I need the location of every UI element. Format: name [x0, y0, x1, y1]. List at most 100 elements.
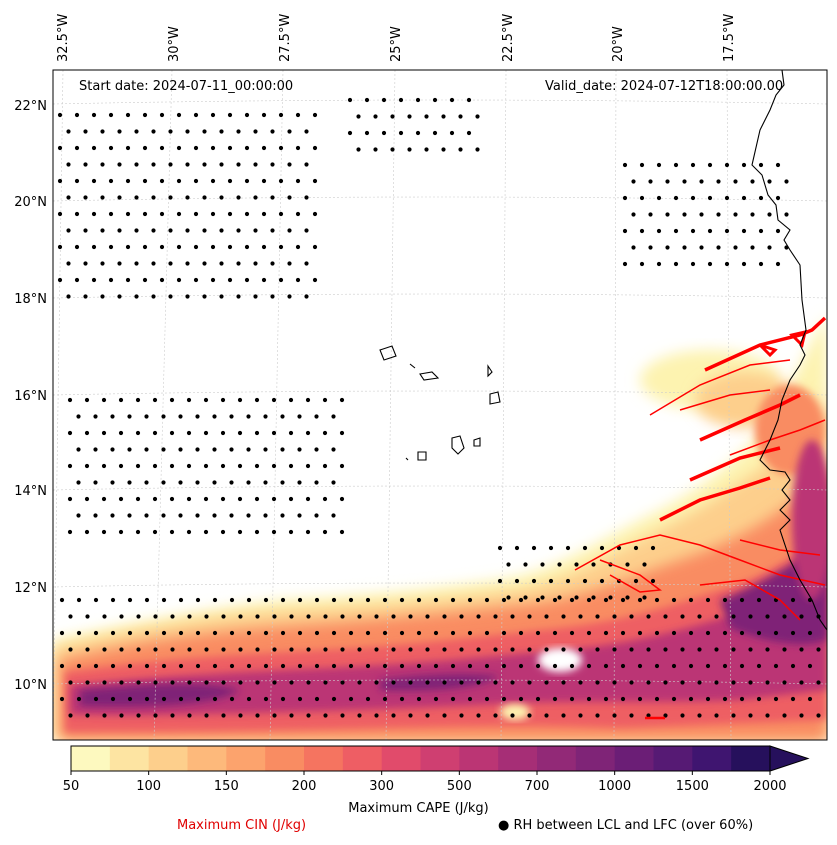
rh-dot	[244, 244, 250, 250]
rh-dot	[83, 195, 88, 200]
rh-dot	[110, 696, 116, 702]
rh-dot	[254, 529, 260, 535]
rh-dot	[807, 630, 813, 636]
rh-dot	[527, 614, 532, 619]
rh-dot	[705, 696, 711, 702]
rh-dot	[432, 97, 438, 103]
rh-dot	[210, 178, 216, 184]
rh-dot	[288, 430, 294, 436]
rh-dot	[263, 414, 268, 419]
rh-dot	[66, 228, 71, 233]
rh-dot	[690, 162, 696, 168]
rh-dot	[665, 245, 670, 250]
rh-dot	[680, 713, 685, 718]
rh-dot	[790, 630, 796, 636]
rh-dot	[467, 630, 473, 636]
cin-legend-label: Maximum CIN (J/kg)	[177, 818, 307, 833]
rh-dot	[758, 261, 764, 267]
rh-dot	[739, 696, 745, 702]
rh-dot	[185, 129, 190, 134]
rh-dot	[144, 597, 150, 603]
rh-dot	[84, 529, 90, 535]
rh-dot	[493, 713, 498, 718]
rh-dot	[450, 696, 456, 702]
rh-dot	[253, 162, 258, 167]
rh-dot	[374, 713, 379, 718]
rh-dot	[227, 277, 233, 283]
rh-dot	[67, 496, 73, 502]
rh-dot	[748, 647, 753, 652]
rh-dot	[83, 261, 88, 266]
rh-dot	[246, 663, 252, 669]
rh-dot	[458, 147, 463, 152]
colorbar-tick-label: 50	[63, 779, 80, 794]
rh-dot	[620, 597, 626, 603]
rh-dot	[101, 496, 107, 502]
rh-dot	[193, 112, 199, 118]
rh-dot	[518, 630, 524, 636]
rh-dot	[253, 228, 258, 233]
rh-dot	[117, 261, 122, 266]
rh-dot	[374, 614, 379, 619]
rh-dot	[101, 463, 107, 469]
rh-dot	[348, 696, 354, 702]
rh-dot	[312, 277, 318, 283]
rh-dot	[280, 597, 286, 603]
rh-dot	[134, 261, 139, 266]
rh-dot	[263, 597, 269, 603]
rh-dot	[119, 647, 124, 652]
rh-dot	[304, 294, 309, 299]
rh-dot	[501, 630, 507, 636]
rh-dot	[799, 647, 804, 652]
rh-dot	[569, 597, 575, 603]
rh-dot	[295, 277, 301, 283]
rh-dot	[253, 294, 258, 299]
rh-dot	[523, 595, 528, 600]
rh-dot	[84, 397, 90, 403]
rh-dot	[152, 430, 158, 436]
rh-dot	[648, 245, 653, 250]
rh-dot	[552, 630, 558, 636]
rh-dot	[176, 277, 182, 283]
rh-dot	[93, 630, 99, 636]
colorbar-tick-label: 500	[447, 779, 472, 794]
rh-dot	[261, 211, 267, 217]
rh-dot	[272, 614, 277, 619]
rh-dot	[255, 713, 260, 718]
rh-dot	[219, 129, 224, 134]
rh-dot	[714, 713, 719, 718]
rh-dot	[74, 112, 80, 118]
rh-dot	[272, 647, 277, 652]
rh-dot	[642, 595, 647, 600]
colorbar-tick-label: 300	[369, 779, 394, 794]
rh-dot	[459, 713, 464, 718]
rh-dot	[125, 112, 131, 118]
lat-label: 14°N	[14, 484, 47, 499]
rh-dot	[261, 178, 267, 184]
rh-dot	[142, 178, 148, 184]
colorbar-segment	[187, 746, 227, 771]
rh-dot	[665, 212, 670, 217]
rh-dot	[629, 713, 634, 718]
rh-dot	[707, 162, 713, 168]
rh-dot	[758, 195, 764, 201]
rh-dot	[212, 663, 218, 669]
rh-dot	[83, 228, 88, 233]
rh-dot	[574, 562, 579, 567]
rh-dot	[540, 595, 545, 600]
rh-dot	[733, 245, 738, 250]
lat-label: 12°N	[14, 581, 47, 596]
rh-dot	[741, 195, 747, 201]
rh-dot	[202, 129, 207, 134]
colorbar-segment	[731, 746, 771, 771]
rh-dot	[722, 663, 728, 669]
rh-dot	[261, 112, 267, 118]
rh-dot	[705, 597, 711, 603]
rh-dot	[287, 294, 292, 299]
rh-dot	[639, 228, 645, 234]
rh-dot	[159, 112, 165, 118]
rh-dot	[782, 647, 787, 652]
rh-dot	[493, 614, 498, 619]
rh-dot	[84, 463, 90, 469]
rh-dot	[202, 228, 207, 233]
